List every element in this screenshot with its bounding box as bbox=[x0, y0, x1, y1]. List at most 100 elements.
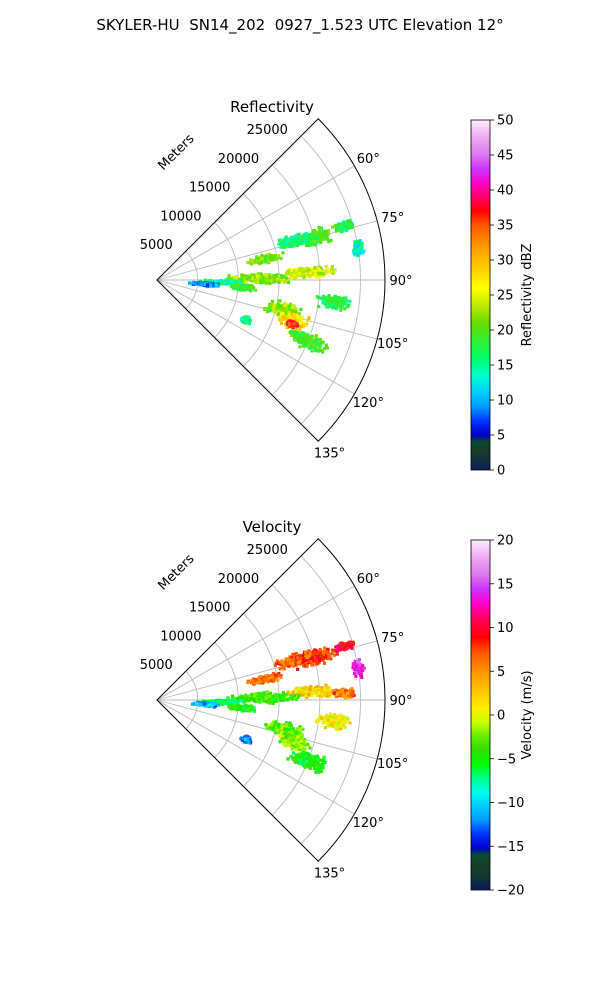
echo-gate bbox=[285, 740, 290, 744]
echo-gate bbox=[220, 282, 224, 286]
echo-gate bbox=[313, 272, 317, 276]
echo-gate bbox=[306, 335, 311, 339]
echo-gate bbox=[317, 304, 321, 309]
echo-gate bbox=[299, 319, 303, 324]
azimuth-tick-label: 135° bbox=[314, 867, 345, 882]
echo-gate bbox=[250, 279, 254, 283]
echo-gate bbox=[297, 268, 301, 272]
echo-gate bbox=[310, 756, 315, 761]
echo-gate bbox=[234, 702, 238, 706]
echo-gate bbox=[300, 736, 304, 740]
echo-gate bbox=[289, 723, 294, 728]
echo-gate bbox=[287, 310, 291, 315]
echo-gate bbox=[304, 337, 309, 341]
echo-gate bbox=[281, 251, 285, 255]
echo-gate bbox=[278, 740, 282, 744]
colorbar-label: Reflectivity dBZ bbox=[520, 244, 535, 347]
echo-gate bbox=[262, 696, 266, 701]
echo-gate bbox=[261, 693, 266, 698]
echo-gate bbox=[335, 645, 340, 649]
echo-gate bbox=[268, 274, 272, 278]
echo-gate bbox=[265, 726, 269, 731]
azimuth-tick-label: 105° bbox=[377, 757, 408, 772]
echo-gate bbox=[277, 308, 281, 312]
echo-gate bbox=[249, 286, 253, 291]
echo-gate bbox=[229, 701, 233, 705]
echo-gate bbox=[308, 345, 313, 349]
echo-gate bbox=[288, 277, 292, 281]
echo-gate bbox=[330, 690, 334, 694]
echo-gate bbox=[239, 279, 243, 283]
echo-gate bbox=[356, 241, 360, 245]
echo-gate bbox=[303, 765, 307, 769]
echo-gate bbox=[287, 239, 291, 243]
echo-gate bbox=[214, 283, 218, 287]
echo-gate bbox=[284, 271, 288, 276]
echo-gate bbox=[298, 655, 302, 659]
echo-gate bbox=[304, 685, 308, 690]
echo-gate bbox=[306, 751, 310, 756]
echo-gate bbox=[304, 323, 308, 327]
echo-gate bbox=[314, 242, 318, 246]
colorbar-tick-label: 5 bbox=[497, 429, 505, 444]
echo-gate bbox=[310, 341, 315, 345]
echo-gate bbox=[259, 272, 263, 276]
echo-gate bbox=[266, 694, 270, 699]
echo-gate bbox=[272, 678, 276, 682]
echo-gate bbox=[344, 296, 348, 300]
echo-gate bbox=[341, 692, 346, 696]
echo-gate bbox=[271, 309, 275, 313]
echo-gate bbox=[322, 661, 327, 665]
echo-gate bbox=[288, 241, 292, 245]
echo-gate bbox=[335, 227, 339, 231]
echo-gate bbox=[294, 275, 298, 280]
echo-gate bbox=[302, 274, 306, 278]
azimuth-tick-label: 75° bbox=[381, 631, 404, 646]
echo-gate bbox=[268, 255, 272, 259]
echo-gate bbox=[291, 696, 295, 700]
echo-gate bbox=[270, 675, 274, 679]
echo-gate bbox=[318, 689, 322, 693]
range-axis-label: Meters bbox=[156, 131, 198, 173]
echo-gate bbox=[286, 658, 291, 662]
echo-gate bbox=[311, 763, 315, 768]
echo-gate bbox=[250, 273, 254, 277]
echo-gate bbox=[284, 731, 289, 735]
echo-gate bbox=[314, 764, 319, 768]
echo-gate bbox=[314, 654, 318, 658]
echo-gate bbox=[274, 720, 278, 724]
echo-gate bbox=[304, 752, 308, 756]
echo-gate bbox=[358, 239, 362, 243]
echo-gate bbox=[283, 663, 287, 667]
echo-gate bbox=[293, 688, 297, 692]
colorbar-tick-label: 5 bbox=[497, 665, 505, 680]
echo-gate bbox=[313, 345, 318, 349]
echo-gate bbox=[334, 645, 338, 649]
echo-gate bbox=[250, 705, 254, 709]
echo-gate bbox=[311, 234, 315, 238]
echo-gate bbox=[339, 727, 343, 731]
echo-gate bbox=[287, 267, 291, 272]
echo-gate bbox=[237, 279, 241, 283]
echo-gate bbox=[313, 759, 317, 763]
echo-gate bbox=[268, 305, 272, 309]
echo-gate bbox=[287, 728, 291, 732]
echo-gate bbox=[287, 725, 291, 729]
echo-gate bbox=[338, 718, 342, 722]
echo-gate bbox=[356, 248, 360, 252]
echo-gate bbox=[267, 308, 272, 312]
echo-gate bbox=[328, 303, 332, 307]
echo-gate bbox=[268, 698, 272, 702]
echo-gate bbox=[321, 716, 325, 720]
echo-gate bbox=[310, 345, 315, 349]
colorbar-tick-label: 0 bbox=[497, 709, 505, 724]
echo-gate bbox=[208, 703, 213, 707]
echo-gate bbox=[294, 270, 298, 275]
azimuth-spoke bbox=[156, 585, 355, 701]
echo-gate bbox=[326, 723, 330, 727]
echo-gate bbox=[221, 279, 225, 284]
echo-gate bbox=[298, 266, 302, 271]
echo-gate bbox=[331, 724, 335, 728]
echo-gate bbox=[305, 266, 309, 271]
echo-gate bbox=[304, 693, 308, 697]
